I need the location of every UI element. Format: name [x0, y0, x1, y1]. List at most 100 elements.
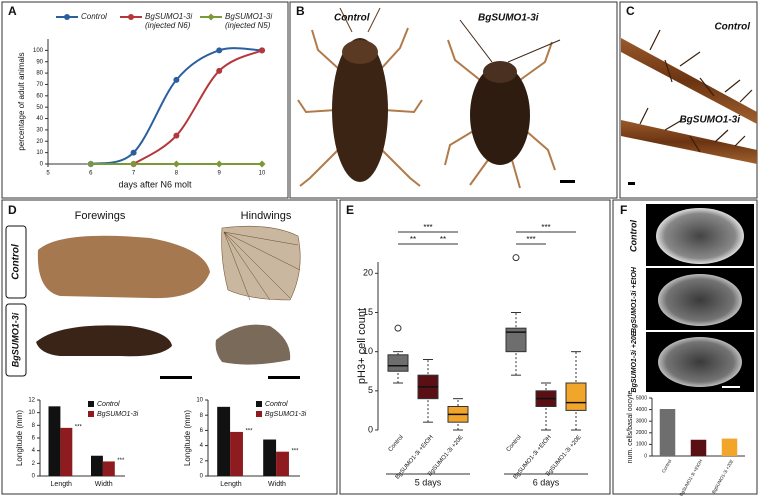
- legend-marker: [207, 13, 215, 21]
- y-tick-label: 50: [36, 105, 43, 111]
- x-tick-label: 6: [89, 171, 93, 177]
- legend-swatch: [88, 401, 94, 407]
- marker: [130, 160, 138, 168]
- panel-frame: [1, 199, 338, 495]
- legend-label: Control: [81, 12, 107, 21]
- y-axis-title: pH3+ cell count: [356, 308, 368, 384]
- photo-wings: [36, 225, 301, 379]
- photo-label: Control: [714, 22, 750, 33]
- y-tick-label: 20: [363, 268, 373, 278]
- panel-label: D: [8, 203, 17, 217]
- significance-label: **: [440, 235, 446, 244]
- series-line: [133, 49, 263, 165]
- y-tick-label: 12: [28, 398, 35, 404]
- photo-legs: [621, 29, 757, 185]
- y-tick-label: 30: [36, 127, 43, 133]
- legend-swatch: [256, 411, 262, 417]
- legend-label: BgSUMO1-3i: [97, 411, 139, 418]
- x-tick-label: Width: [268, 481, 286, 488]
- panel-label: E: [346, 203, 354, 217]
- x-tick-label: Control: [661, 459, 673, 474]
- y-tick-label: 4: [200, 443, 204, 449]
- x-axis-title: days after N6 molt: [118, 179, 192, 189]
- marker: [258, 160, 266, 168]
- bar: [659, 409, 676, 456]
- marker: [216, 47, 223, 54]
- outlier: [394, 324, 402, 332]
- y-tick-label: 10: [196, 398, 203, 404]
- x-tick-label: 7: [132, 171, 136, 177]
- bar: [60, 427, 73, 476]
- marker: [130, 149, 137, 156]
- column-title: Forewings: [75, 210, 126, 222]
- y-tick-label: 60: [36, 93, 43, 99]
- x-tick-label: Control: [388, 434, 405, 453]
- legend-marker: [128, 14, 134, 20]
- row-label-box: [5, 225, 27, 299]
- y-tick-label: 8: [200, 413, 204, 419]
- x-tick-label: Length: [51, 481, 73, 488]
- bar: [690, 439, 707, 456]
- marker: [216, 67, 223, 74]
- bar: [217, 406, 231, 476]
- y-tick-label: 2: [200, 458, 204, 464]
- bar: [230, 431, 243, 476]
- x-tick-label: 8: [175, 171, 179, 177]
- y-axis-title: percentage of adult animals: [17, 52, 26, 150]
- panel-frame: [339, 199, 611, 495]
- y-tick-label: 1000: [636, 442, 647, 448]
- row-label: Control: [628, 220, 638, 252]
- legend-label: Control: [97, 401, 120, 408]
- outlier: [512, 254, 520, 262]
- legend-swatch: [256, 401, 262, 407]
- significance-label: ***: [526, 235, 535, 244]
- y-axis-title: Longitude (mm): [15, 410, 24, 466]
- y-tick-label: 10: [363, 346, 373, 356]
- marker: [259, 47, 265, 54]
- row-label: BgSUMO1-3i +20E: [631, 331, 638, 392]
- y-axis-title: Longitude (mm): [183, 410, 192, 466]
- y-tick-label: 8: [32, 423, 36, 429]
- y-tick-label: 0: [368, 424, 373, 434]
- significance-label: ***: [117, 458, 125, 464]
- bar: [721, 438, 738, 456]
- legend-swatch: [88, 411, 94, 417]
- significance-label: ***: [75, 424, 83, 430]
- bar: [276, 451, 289, 476]
- significance-label: **: [410, 235, 416, 244]
- y-tick-label: 90: [36, 59, 43, 65]
- panel-label: C: [626, 4, 635, 18]
- x-tick-label: BgSUMO1-3i +EtOH: [678, 459, 703, 496]
- row-label-box: [5, 303, 27, 377]
- panel-label: B: [296, 4, 305, 18]
- y-tick-label: 10: [36, 150, 43, 156]
- marker: [172, 160, 180, 168]
- x-tick-label: Length: [220, 481, 242, 488]
- bar: [48, 406, 61, 476]
- y-tick-label: 2000: [636, 430, 647, 436]
- marker: [173, 76, 180, 83]
- marker: [215, 160, 223, 168]
- photo-cockroaches: [297, 7, 575, 189]
- group-label: 5 days: [415, 477, 442, 487]
- y-tick-label: 10: [28, 410, 35, 416]
- y-tick-label: 4: [32, 448, 36, 454]
- x-tick-label: BgSUMO1-3i +20E: [711, 459, 735, 495]
- y-tick-label: 0: [200, 474, 204, 480]
- row-label: BgSUMO1-3i +EtOH: [631, 266, 638, 333]
- x-tick-label: 9: [218, 171, 222, 177]
- y-tick-label: 20: [36, 139, 43, 145]
- y-tick-label: 4000: [636, 407, 647, 413]
- panel-frame: [289, 1, 618, 199]
- bar: [102, 461, 115, 476]
- legend-label: BgSUMO1-3i (injected N6): [145, 12, 193, 30]
- y-tick-label: 5: [368, 385, 373, 395]
- y-tick-label: 40: [36, 116, 43, 122]
- box: [387, 354, 409, 372]
- y-tick-label: 6: [200, 428, 204, 434]
- photo-label: BgSUMO1-3i: [478, 13, 539, 24]
- y-tick-label: 0: [40, 162, 44, 168]
- y-tick-label: 3000: [636, 419, 647, 425]
- y-axis-title: num. cells/basal oocyte: [627, 391, 634, 464]
